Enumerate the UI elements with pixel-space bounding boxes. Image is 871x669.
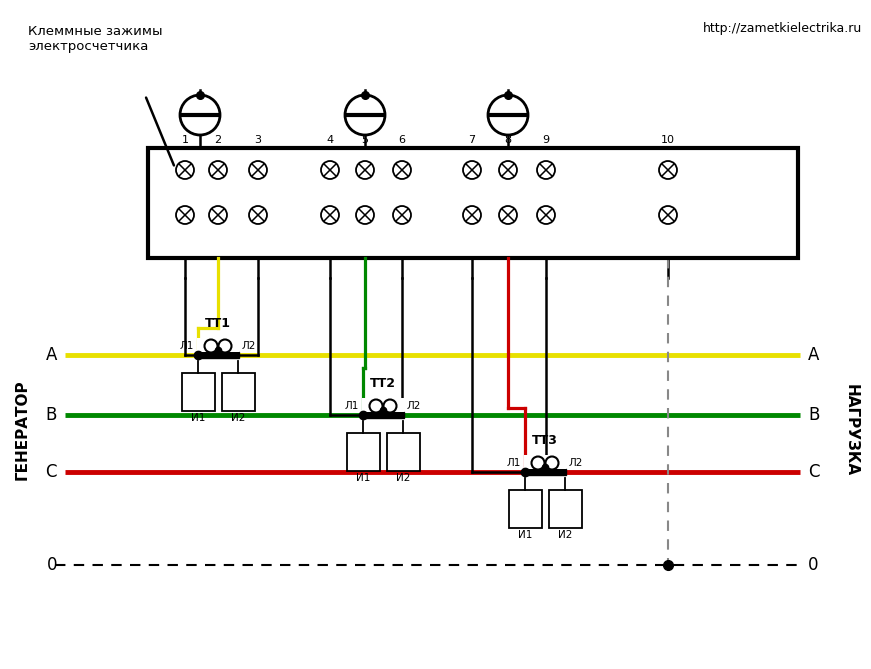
Bar [387, 433, 420, 471]
Text: Л1: Л1 [507, 458, 521, 468]
Text: B: B [808, 406, 820, 424]
Text: Л1: Л1 [179, 341, 194, 351]
Text: И2: И2 [395, 473, 410, 483]
Text: Л2: Л2 [569, 458, 584, 468]
Text: 8: 8 [504, 135, 511, 145]
Text: 0: 0 [46, 556, 57, 574]
Text: 3: 3 [254, 135, 261, 145]
Text: 9: 9 [543, 135, 550, 145]
Text: 5: 5 [361, 135, 368, 145]
Text: И1: И1 [191, 413, 206, 423]
Bar [509, 490, 542, 528]
Text: 6: 6 [399, 135, 406, 145]
Text: 0: 0 [808, 556, 819, 574]
Text: ТТ3: ТТ3 [532, 434, 558, 447]
Text: 1: 1 [181, 135, 188, 145]
Bar [524, 455, 566, 469]
Bar [362, 398, 404, 412]
Bar [197, 338, 239, 352]
Bar [148, 148, 798, 258]
Text: 7: 7 [469, 135, 476, 145]
Text: ТТ1: ТТ1 [205, 317, 231, 330]
Bar [524, 469, 566, 475]
Text: http://zametkielectrika.ru: http://zametkielectrika.ru [703, 22, 862, 35]
Text: Л2: Л2 [242, 341, 256, 351]
Text: B: B [45, 406, 57, 424]
Bar [197, 352, 239, 358]
Bar [549, 490, 582, 528]
Bar [221, 373, 254, 411]
Text: C: C [45, 463, 57, 481]
Text: НАГРУЗКА: НАГРУЗКА [843, 384, 859, 476]
Bar [347, 433, 380, 471]
Text: 4: 4 [327, 135, 334, 145]
Text: A: A [45, 346, 57, 364]
Text: Л2: Л2 [407, 401, 422, 411]
Text: Л1: Л1 [345, 401, 359, 411]
Text: И1: И1 [356, 473, 370, 483]
Bar [181, 373, 214, 411]
Text: И2: И2 [557, 530, 572, 540]
Text: Клеммные зажимы
электросчетчика: Клеммные зажимы электросчетчика [28, 25, 163, 53]
Text: И2: И2 [231, 413, 246, 423]
Bar [362, 412, 404, 418]
Text: 10: 10 [661, 135, 675, 145]
Text: C: C [808, 463, 820, 481]
Text: 2: 2 [214, 135, 221, 145]
Text: ГЕНЕРАТОР: ГЕНЕРАТОР [15, 380, 30, 480]
Text: A: A [808, 346, 820, 364]
Text: И1: И1 [518, 530, 532, 540]
Text: ТТ2: ТТ2 [370, 377, 396, 390]
